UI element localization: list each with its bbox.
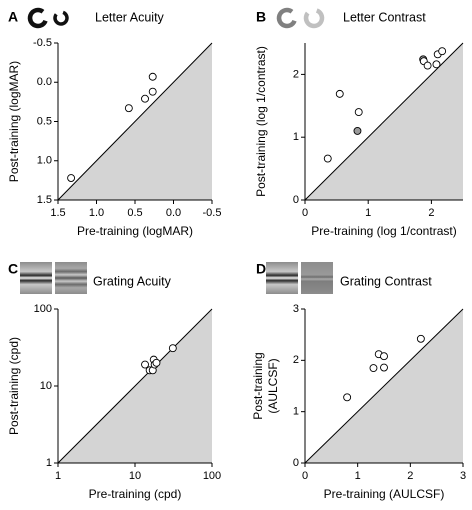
y-tick-label: 1.5: [37, 194, 52, 206]
y-tick-label: 2: [293, 68, 299, 80]
y-tick-label: -0.5: [33, 37, 52, 49]
x-axis-label: Pre-training (AULCSF): [324, 487, 445, 501]
data-point: [141, 360, 149, 369]
x-tick-label: -0.5: [203, 207, 222, 219]
panel-title: Letter Acuity: [95, 10, 165, 24]
y-tick-label: 3: [293, 303, 299, 315]
x-tick-label: 1.0: [89, 207, 104, 219]
y-tick-label: 1: [293, 406, 299, 418]
data-point: [423, 61, 432, 70]
data-point: [152, 358, 161, 367]
data-point: [380, 352, 388, 361]
x-tick-label: 1: [365, 207, 371, 219]
data-point: [432, 60, 441, 69]
panel-label: C: [8, 261, 18, 277]
y-tick-label: 0: [293, 457, 299, 469]
x-tick-label: 0: [302, 470, 308, 482]
data-point: [416, 334, 425, 343]
identity-line: [304, 42, 464, 201]
data-point: [124, 104, 133, 113]
x-axis-label: Pre-training (log 1/contrast): [311, 224, 456, 238]
x-tick-label: 100: [203, 470, 221, 482]
y-tick-label: 0: [293, 194, 299, 206]
x-tick-label: 0.0: [166, 207, 181, 219]
icons-b: [276, 7, 325, 29]
y-tick-label: 1: [46, 457, 52, 469]
y-tick-label: 0.0: [37, 76, 52, 88]
x-tick-label: 0.5: [127, 207, 142, 219]
thumbnails-d: [266, 262, 333, 294]
panel-title: Letter Contrast: [343, 10, 426, 24]
data-point: [141, 94, 149, 103]
identity-line: [57, 42, 213, 201]
x-tick-label: 1: [355, 470, 361, 482]
y-axis-label: Post-training (logMAR): [7, 61, 21, 182]
thumbnails-c: [20, 262, 87, 294]
panel-label: B: [256, 9, 266, 25]
data-point: [148, 87, 157, 96]
panel-label: A: [8, 9, 18, 25]
data-point: [148, 72, 157, 81]
y-axis-label: Post-training: [251, 352, 265, 419]
y-axis-label: Post-training (cpd): [7, 337, 21, 435]
y-tick-label: 0.5: [37, 115, 52, 127]
identity-line: [57, 308, 213, 464]
x-tick-label: 10: [129, 470, 141, 482]
data-point: [323, 154, 332, 163]
y-tick-label: 1.0: [37, 155, 52, 167]
y-axis-label: (AULCSF): [266, 358, 280, 413]
x-tick-label: 2: [428, 207, 434, 219]
x-tick-label: 0: [302, 207, 308, 219]
y-axis-label: Post-training (log 1/contrast): [254, 46, 268, 197]
data-point: [67, 174, 76, 182]
x-axis-label: Pre-training (cpd): [89, 487, 182, 501]
panel-title: Grating Contrast: [340, 274, 432, 288]
data-point: [168, 344, 177, 353]
data-point: [438, 47, 447, 56]
x-tick-label: 2: [407, 470, 413, 482]
data-point: [380, 363, 388, 372]
x-axis-label: Pre-training (logMAR): [77, 224, 193, 238]
data-point: [353, 126, 362, 135]
data-point: [369, 364, 378, 372]
data-point: [354, 108, 363, 117]
data-point: [335, 89, 344, 98]
icons-a: [27, 7, 69, 29]
x-tick-label: 3: [460, 470, 466, 482]
x-tick-label: 1: [55, 470, 61, 482]
x-tick-label: 1.5: [50, 207, 65, 219]
y-tick-label: 1: [293, 131, 299, 143]
y-tick-label: 100: [34, 303, 52, 315]
y-tick-label: 2: [293, 354, 299, 366]
data-point: [343, 393, 352, 402]
y-tick-label: 10: [40, 380, 52, 392]
panel-label: D: [256, 261, 266, 277]
panel-title: Grating Acuity: [93, 274, 172, 288]
identity-line: [304, 308, 464, 464]
